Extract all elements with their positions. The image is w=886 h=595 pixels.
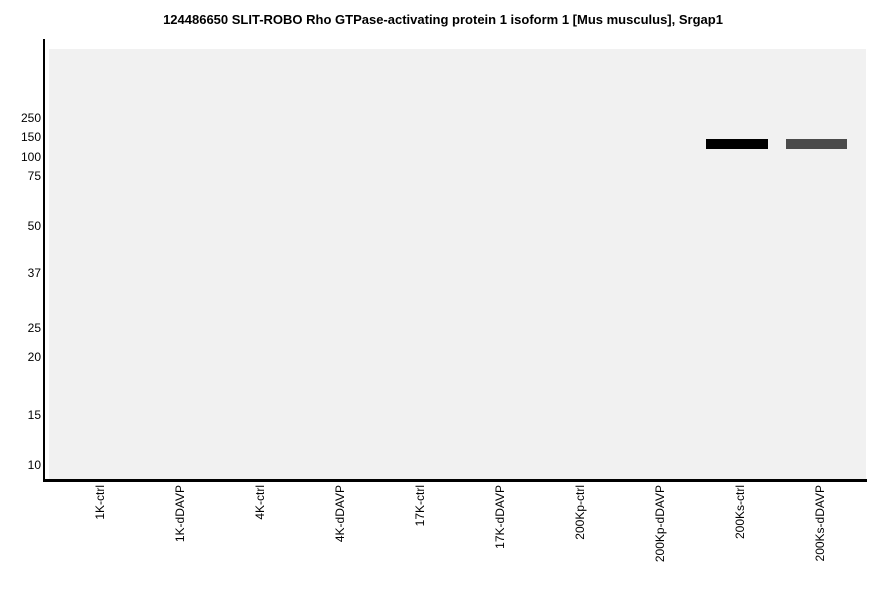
y-tick-label: 15 <box>27 408 41 422</box>
y-tick-label: 20 <box>27 350 41 364</box>
y-tick-label: 50 <box>27 219 41 233</box>
y-tick-label: 25 <box>27 321 41 335</box>
x-axis-spine <box>43 479 867 482</box>
figure-title: 124486650 SLIT-ROBO Rho GTPase-activatin… <box>163 12 723 27</box>
lane-label: 200Ks-dDAVP <box>813 485 827 562</box>
lane-label: 17K-dDAVP <box>493 485 507 549</box>
y-tick-label: 150 <box>20 130 41 144</box>
lane-label: 200Kp-ctrl <box>573 485 587 540</box>
lane-label: 200Kp-dDAVP <box>653 485 667 563</box>
y-tick-label: 100 <box>20 150 41 164</box>
protein-band <box>706 139 768 149</box>
lane-label: 1K-ctrl <box>93 485 107 520</box>
lane-label: 200Ks-ctrl <box>733 485 747 540</box>
lane-label: 1K-dDAVP <box>173 485 187 543</box>
y-tick-label: 75 <box>27 169 41 183</box>
y-tick-label: 37 <box>27 266 41 280</box>
y-axis-spine <box>43 39 45 482</box>
y-tick-label: 250 <box>20 111 41 125</box>
lane-label: 4K-ctrl <box>253 485 267 520</box>
lane-label: 17K-ctrl <box>413 485 427 527</box>
plot-area <box>49 49 866 479</box>
y-tick-label: 10 <box>27 458 41 472</box>
lane-label: 4K-dDAVP <box>333 485 347 543</box>
protein-band <box>786 139 847 149</box>
